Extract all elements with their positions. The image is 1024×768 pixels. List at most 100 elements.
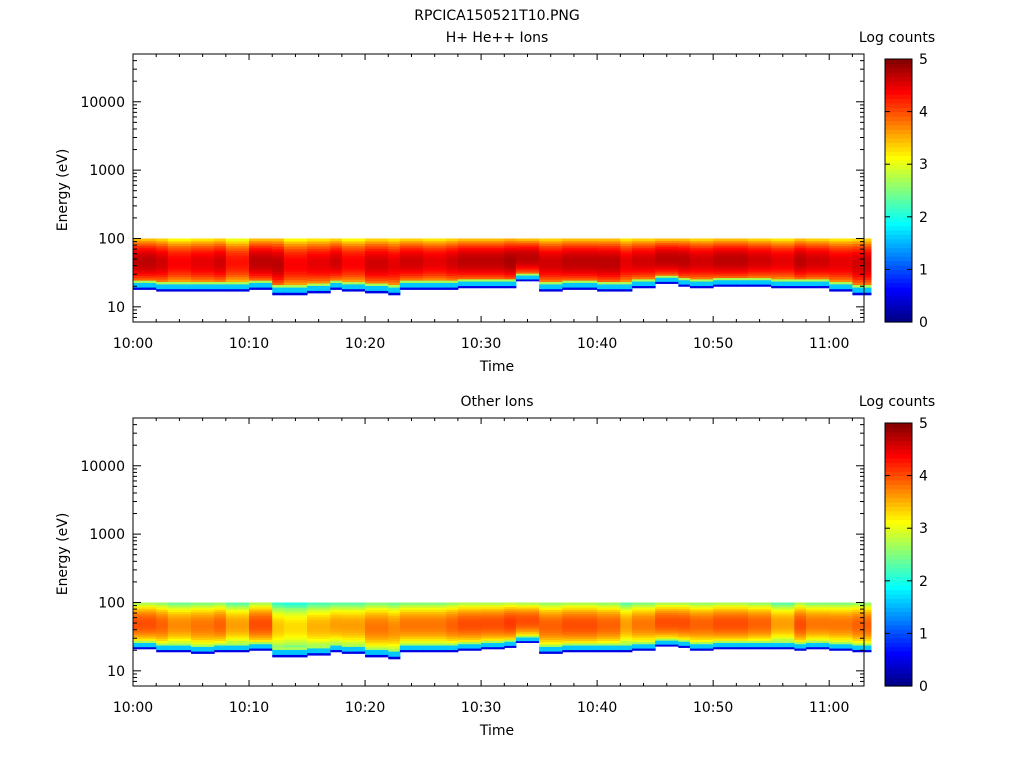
colorbar-segment (885, 444, 912, 450)
heatmap-cell (794, 285, 807, 289)
heatmap-cell (167, 283, 192, 287)
heatmap-cell (597, 622, 621, 626)
heatmap-cell (713, 617, 737, 620)
heatmap-cell (539, 632, 563, 636)
heatmap-cell (620, 620, 633, 624)
heatmap-cell (307, 633, 331, 637)
heatmap-cell (515, 265, 540, 268)
heatmap-cell (771, 267, 795, 271)
heatmap-cell (736, 642, 749, 646)
heatmap-cell (446, 604, 459, 608)
heatmap-cell (481, 640, 505, 643)
heatmap-cell (794, 637, 807, 640)
heatmap-cell (388, 607, 401, 611)
heatmap-cell (805, 263, 830, 266)
colorbar-segment (885, 506, 912, 512)
heatmap-cell (423, 259, 447, 263)
heatmap-cell (689, 249, 714, 253)
heatmap-cell (365, 253, 389, 257)
heatmap-cell (805, 254, 830, 257)
heatmap-cell (713, 634, 737, 637)
heatmap-cell (307, 273, 331, 277)
heatmap-cell (249, 247, 273, 251)
heatmap-cell (794, 604, 807, 608)
colorbar-segment (885, 72, 912, 78)
heatmap-cell (597, 615, 621, 619)
heatmap-cell (307, 640, 331, 644)
heatmap-cell (283, 619, 308, 623)
heatmap-cell (272, 246, 285, 250)
heatmap-cell (504, 606, 517, 610)
heatmap-cell (225, 645, 250, 648)
heatmap-cell (365, 644, 389, 648)
heatmap-cell (689, 263, 714, 266)
heatmap-cell (307, 270, 331, 274)
heatmap-cell (771, 242, 795, 246)
heatmap-cell (341, 283, 366, 287)
heatmap-cell (747, 642, 772, 646)
heatmap-cell (655, 640, 679, 643)
heatmap-cell (307, 650, 331, 654)
heatmap-cell (457, 639, 482, 643)
heatmap-cell (191, 245, 215, 249)
heatmap-cell (341, 604, 366, 608)
heatmap-cell (341, 639, 366, 643)
heatmap-cell (307, 275, 331, 279)
heatmap-cell (713, 238, 737, 242)
heatmap-column (597, 238, 621, 292)
heatmap-column (423, 602, 447, 653)
heatmap-column (457, 238, 482, 289)
heatmap-cell (330, 268, 343, 272)
heatmap-cell (736, 646, 749, 650)
heatmap-cell (423, 247, 447, 251)
heatmap-cell (852, 271, 872, 275)
heatmap-cell (365, 238, 389, 242)
heatmap-cell (794, 269, 807, 273)
heatmap-cell (330, 243, 343, 246)
heatmap-cell (249, 608, 273, 612)
heatmap-cell (597, 611, 621, 615)
heatmap-cell (620, 604, 633, 608)
heatmap-cell (573, 611, 598, 615)
heatmap-cell (597, 283, 621, 287)
heatmap-cell (330, 240, 343, 244)
heatmap-cell (481, 602, 505, 606)
heatmap-cell (562, 240, 575, 244)
colorbar-segment (885, 615, 912, 621)
heatmap-cell (713, 623, 737, 627)
heatmap-cell (457, 254, 482, 257)
heatmap-cell (515, 631, 540, 634)
heatmap-cell (446, 282, 459, 286)
heatmap-cell (771, 285, 795, 289)
heatmap-column (852, 602, 872, 653)
heatmap-cell (829, 245, 853, 249)
heatmap-cell (249, 259, 273, 263)
heatmap-cell (167, 267, 192, 271)
heatmap-cell (713, 262, 737, 266)
heatmap-cell (214, 631, 227, 635)
heatmap-cell (249, 261, 273, 265)
heatmap-cell (747, 610, 772, 614)
heatmap-column (133, 238, 157, 290)
heatmap-cell (829, 619, 853, 623)
heatmap-cell (515, 618, 540, 622)
heatmap-cell (689, 278, 714, 282)
colorbar-segment (885, 479, 912, 485)
heatmap-cell (423, 645, 447, 648)
heatmap-cell (829, 602, 853, 606)
heatmap-cell (423, 618, 447, 621)
heatmap-cell (133, 638, 157, 641)
heatmap-cell (504, 602, 517, 606)
heatmap-cell (504, 258, 517, 262)
heatmap-cell (365, 245, 389, 249)
heatmap-cell (399, 622, 424, 626)
heatmap-cell (423, 261, 447, 265)
heatmap-cell (457, 281, 482, 284)
heatmap-cell (515, 615, 540, 618)
heatmap-cell (272, 289, 285, 293)
heatmap-cell (307, 287, 331, 291)
heatmap-cell (747, 621, 772, 625)
colorbar-segment (885, 238, 912, 244)
heatmap-cell (794, 256, 807, 260)
heatmap-cell (133, 629, 157, 633)
